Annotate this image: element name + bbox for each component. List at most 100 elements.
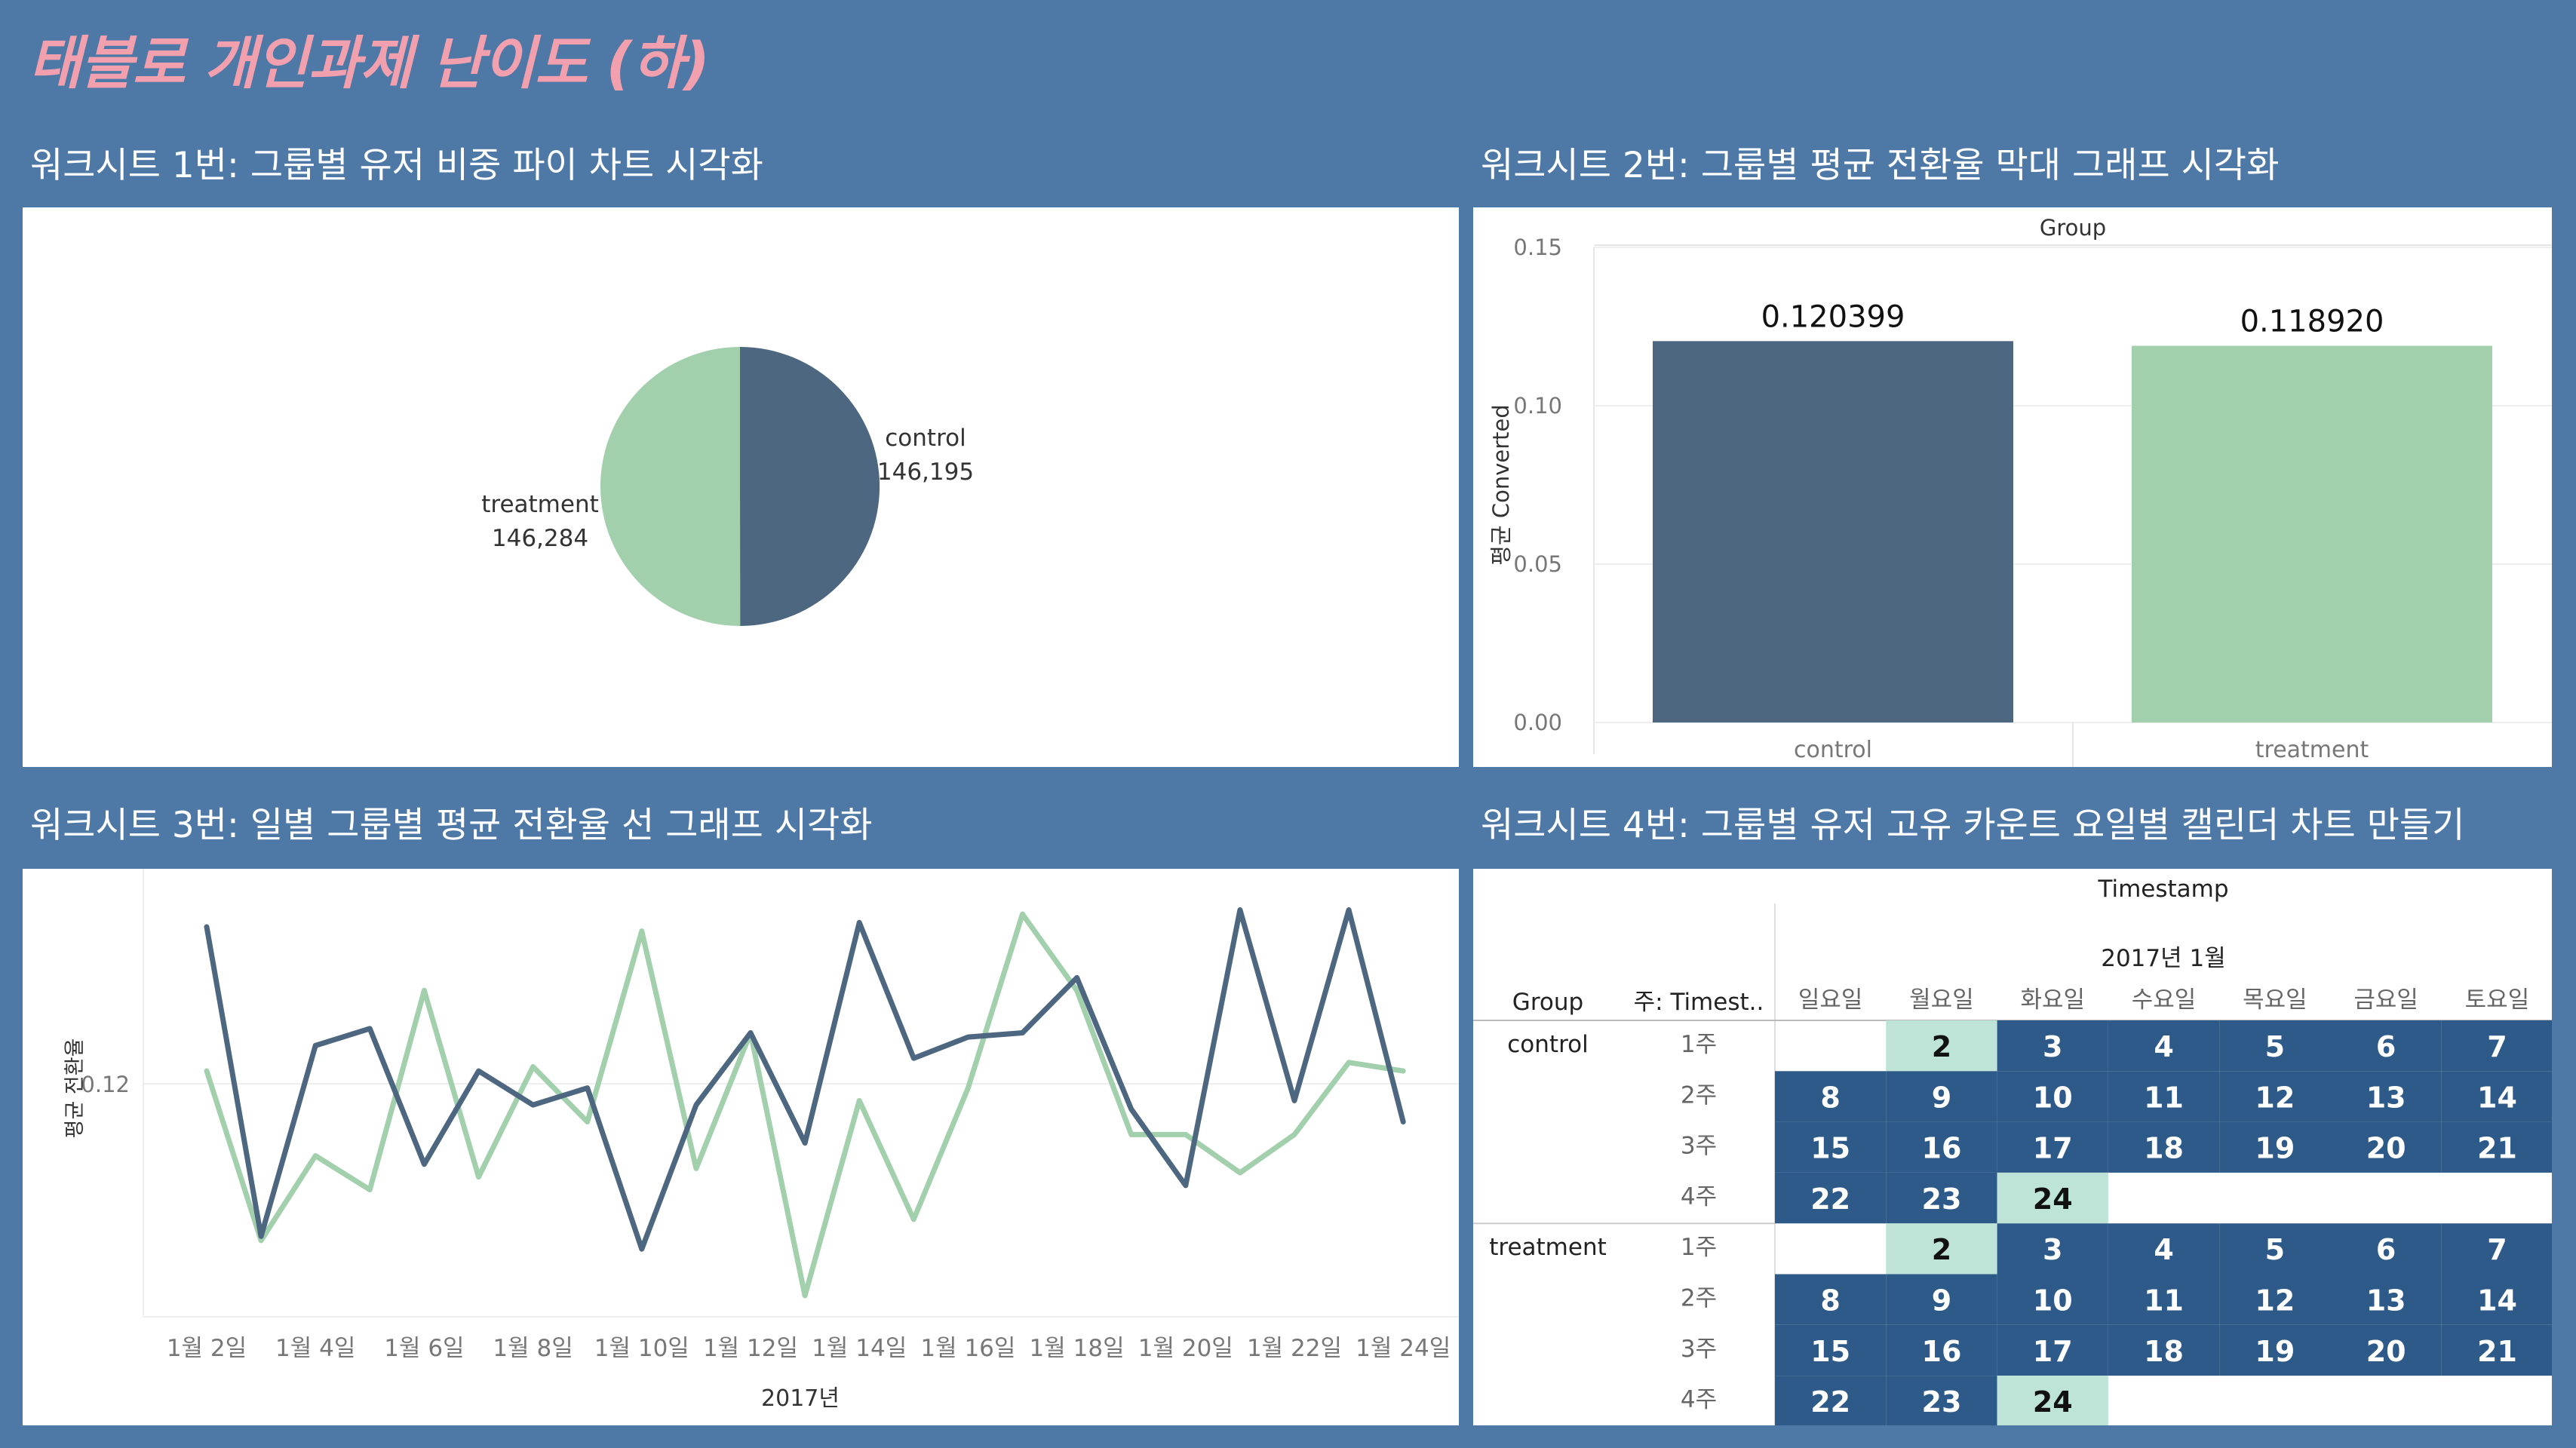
- calendar-cell: [2330, 1324, 2442, 1376]
- calendar-panel: Timestamp 2017년 1월 Group 주: Timest.. 일요일 월요일 화…: [1473, 869, 2552, 1425]
- calendar-day: 18: [2144, 1132, 2184, 1165]
- calendar-cell: [2108, 1020, 2220, 1072]
- calendar-day: 9: [1932, 1081, 1951, 1114]
- calendar-cell: [1997, 1071, 2108, 1122]
- calendar-cell: [2108, 1071, 2220, 1122]
- calendar-day: 19: [2255, 1335, 2295, 1368]
- calendar-day: 16: [1922, 1335, 1962, 1368]
- calendar-day: 13: [2366, 1284, 2406, 1318]
- pie-label-control-value: 146,195: [877, 459, 974, 486]
- calendar-day: 6: [2376, 1233, 2396, 1266]
- calendar-day: 24: [2033, 1183, 2073, 1216]
- calendar-cell: [1997, 1376, 2108, 1425]
- calendar-month: 2017년 1월: [2101, 945, 2226, 972]
- calendar-cell: [1775, 1274, 1887, 1325]
- calendar-day: 19: [2255, 1132, 2295, 1165]
- calendar-day: 24: [2033, 1385, 2073, 1419]
- calendar-day: 23: [1922, 1385, 1962, 1419]
- bar-value-label: 0.120399: [1761, 299, 1905, 334]
- bar-ytick-label: 0.15: [1513, 235, 1562, 260]
- bar-category-label: control: [1794, 737, 1872, 763]
- worksheet-2-title: 워크시트 2번: 그룹별 평균 전환율 막대 그래프 시각화: [1481, 145, 2280, 186]
- calendar-cell: [2108, 1324, 2220, 1376]
- pie-label-treatment-name: treatment: [481, 491, 599, 518]
- calendar-week-label: 2주: [1681, 1285, 1717, 1312]
- calendar-cell: [2441, 1071, 2552, 1122]
- line-xtick-label: 1월 8일: [493, 1335, 573, 1362]
- calendar-day: 11: [2144, 1284, 2184, 1318]
- calendar-cell: [1886, 1274, 1997, 1325]
- pie-label-control-name: control: [885, 425, 966, 452]
- calendar-cell: [1997, 1121, 2108, 1173]
- calendar-day: 11: [2144, 1081, 2184, 1114]
- calendar-cell: [1886, 1324, 1997, 1376]
- calendar-col-week: 주: Timest..: [1634, 989, 1764, 1016]
- calendar-cell: [1775, 1324, 1887, 1376]
- calendar-group-label: treatment: [1489, 1234, 1607, 1261]
- calendar-day: 17: [2033, 1132, 2073, 1165]
- calendar-weekday: 월요일: [1909, 986, 1974, 1014]
- bar-chart: Group 0.00 0.05 0.10 0.15 평균 Converted 0.12039…: [1488, 215, 2552, 767]
- calendar-week-label: 3주: [1681, 1336, 1717, 1363]
- calendar-weekday: 일요일: [1798, 986, 1863, 1014]
- calendar-cell: [1886, 1172, 1997, 1224]
- bar-chart-panel: Group 0.00 0.05 0.10 0.15 평균 Converted 0.12039…: [1473, 207, 2552, 767]
- calendar-weekday: 금요일: [2353, 986, 2418, 1014]
- calendar-day: 22: [1810, 1183, 1850, 1216]
- calendar-day: 2: [1932, 1233, 1951, 1266]
- calendar-day: 14: [2477, 1284, 2517, 1318]
- calendar-cell: [1886, 1376, 1997, 1425]
- calendar-cell: [2441, 1274, 2552, 1325]
- line-xtick-label: 1월 22일: [1247, 1335, 1342, 1362]
- calendar-day: 10: [2033, 1284, 2073, 1318]
- calendar-day: 12: [2255, 1081, 2295, 1114]
- line-xtick-label: 1월 24일: [1356, 1335, 1451, 1362]
- bar-treatment: [2132, 345, 2492, 722]
- calendar-weekday: 수요일: [2132, 986, 2197, 1014]
- calendar-day: 12: [2255, 1284, 2295, 1318]
- calendar-cell: [1886, 1020, 1997, 1072]
- calendar-week-label: 4주: [1681, 1183, 1717, 1210]
- bar-value-label: 0.118920: [2240, 305, 2384, 339]
- calendar-header: Timestamp: [2097, 876, 2228, 903]
- pie-slice-treatment: [600, 347, 741, 626]
- calendar-chart: Timestamp 2017년 1월 Group 주: Timest.. 일요일 월요일 화…: [1473, 876, 2552, 1425]
- calendar-day: 22: [1810, 1385, 1850, 1419]
- calendar-cell: [1997, 1020, 2108, 1072]
- calendar-group-label: control: [1507, 1031, 1588, 1058]
- calendar-cell: [2219, 1121, 2331, 1173]
- calendar-cell: [2108, 1223, 2220, 1275]
- calendar-day: 5: [2265, 1233, 2285, 1266]
- calendar-cell: [2219, 1223, 2331, 1275]
- line-xtick-label: 1월 4일: [275, 1335, 355, 1362]
- calendar-cell: [1775, 1172, 1887, 1224]
- line-xtick-label: 1월 10일: [594, 1335, 689, 1362]
- line-xtick-label: 1월 18일: [1030, 1335, 1125, 1362]
- line-ylabel: 평균 전환율: [63, 1038, 87, 1139]
- line-xtick-label: 1월 16일: [920, 1335, 1015, 1362]
- calendar-cell: [2330, 1121, 2442, 1173]
- dashboard-title: 태블로 개인과제 난이도 (하): [29, 29, 710, 97]
- pie-chart: control 146,195 treatment 146,284: [481, 346, 974, 626]
- bar-ylabel: 평균 Converted: [1488, 404, 1514, 566]
- calendar-cell: [1886, 1223, 1997, 1275]
- bar-ytick-label: 0.00: [1513, 710, 1562, 735]
- calendar-cell: [2330, 1223, 2442, 1275]
- calendar-cell: [1997, 1223, 2108, 1275]
- line-xtick-label: 1월 14일: [812, 1335, 907, 1362]
- calendar-day: 8: [1820, 1081, 1840, 1114]
- calendar-day: 4: [2154, 1233, 2173, 1266]
- calendar-week-label: 1주: [1681, 1031, 1717, 1058]
- calendar-weekday: 화요일: [2020, 986, 2085, 1014]
- calendar-week-label: 1주: [1681, 1234, 1717, 1261]
- calendar-cell: [1775, 1376, 1887, 1425]
- calendar-week-label: 2주: [1681, 1081, 1717, 1109]
- calendar-day: 8: [1820, 1284, 1840, 1318]
- calendar-cell: [2330, 1020, 2442, 1072]
- worksheet-1-title: 워크시트 1번: 그룹별 유저 비중 파이 차트 시각화: [30, 145, 763, 186]
- calendar-day: 20: [2366, 1132, 2406, 1165]
- calendar-day: 16: [1922, 1132, 1962, 1165]
- calendar-cell: [2441, 1020, 2552, 1072]
- pie-chart-panel: control 146,195 treatment 146,284: [23, 207, 1459, 767]
